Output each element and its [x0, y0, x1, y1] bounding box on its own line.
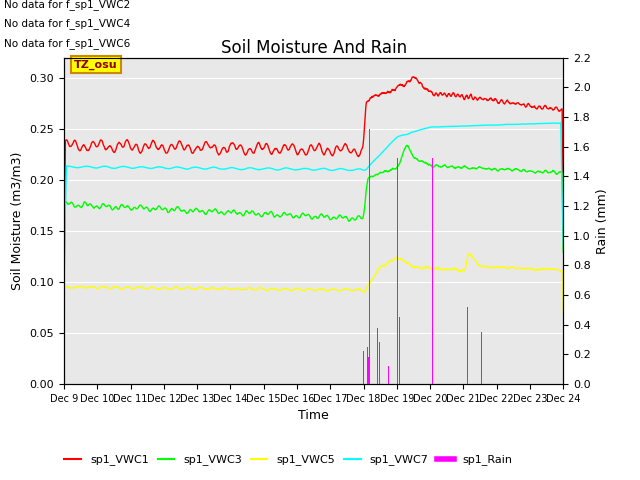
- X-axis label: Time: Time: [298, 409, 329, 422]
- Legend: sp1_VWC1, sp1_VWC3, sp1_VWC5, sp1_VWC7, sp1_Rain: sp1_VWC1, sp1_VWC3, sp1_VWC5, sp1_VWC7, …: [60, 450, 517, 470]
- Title: Soil Moisture And Rain: Soil Moisture And Rain: [221, 39, 406, 58]
- Text: No data for f_sp1_VWC6: No data for f_sp1_VWC6: [4, 38, 131, 49]
- Text: No data for f_sp1_VWC2: No data for f_sp1_VWC2: [4, 0, 131, 10]
- Y-axis label: Rain (mm): Rain (mm): [596, 188, 609, 253]
- Y-axis label: Soil Moisture (m3/m3): Soil Moisture (m3/m3): [11, 152, 24, 290]
- Text: No data for f_sp1_VWC4: No data for f_sp1_VWC4: [4, 18, 131, 29]
- Text: TZ_osu: TZ_osu: [74, 60, 118, 70]
